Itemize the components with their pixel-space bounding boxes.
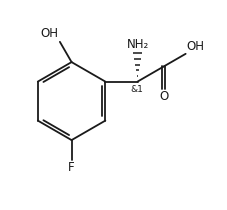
Text: O: O (159, 90, 168, 103)
Text: F: F (68, 161, 75, 174)
Text: NH₂: NH₂ (126, 38, 149, 51)
Text: OH: OH (187, 40, 205, 53)
Text: OH: OH (40, 27, 58, 40)
Text: &1: &1 (130, 85, 143, 94)
